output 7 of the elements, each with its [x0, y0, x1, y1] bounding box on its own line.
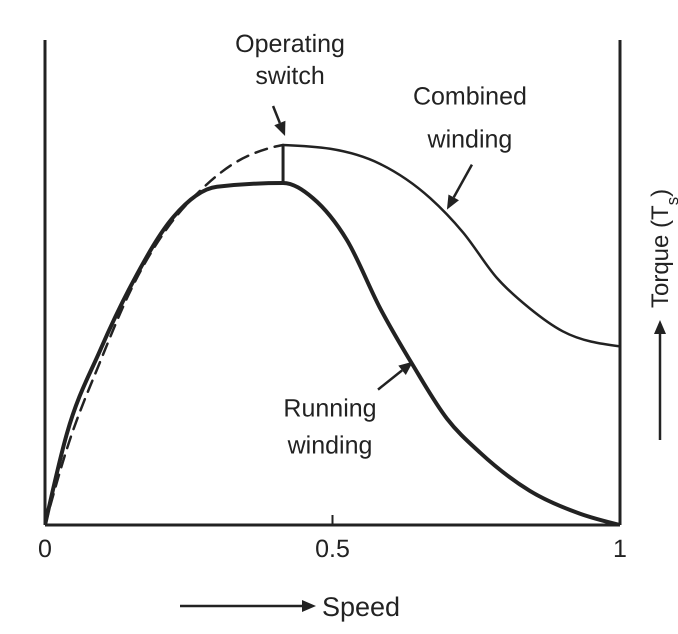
- annotation: Running winding: [283, 394, 377, 460]
- x-tick-label: 0: [38, 534, 52, 563]
- x-axis-title: Speed: [322, 592, 400, 622]
- x-tick-label: 1: [613, 534, 627, 563]
- annotation: Combined winding: [412, 82, 527, 154]
- x-tick-label: 0.5: [315, 534, 350, 563]
- annotation: Operating switch: [235, 30, 345, 90]
